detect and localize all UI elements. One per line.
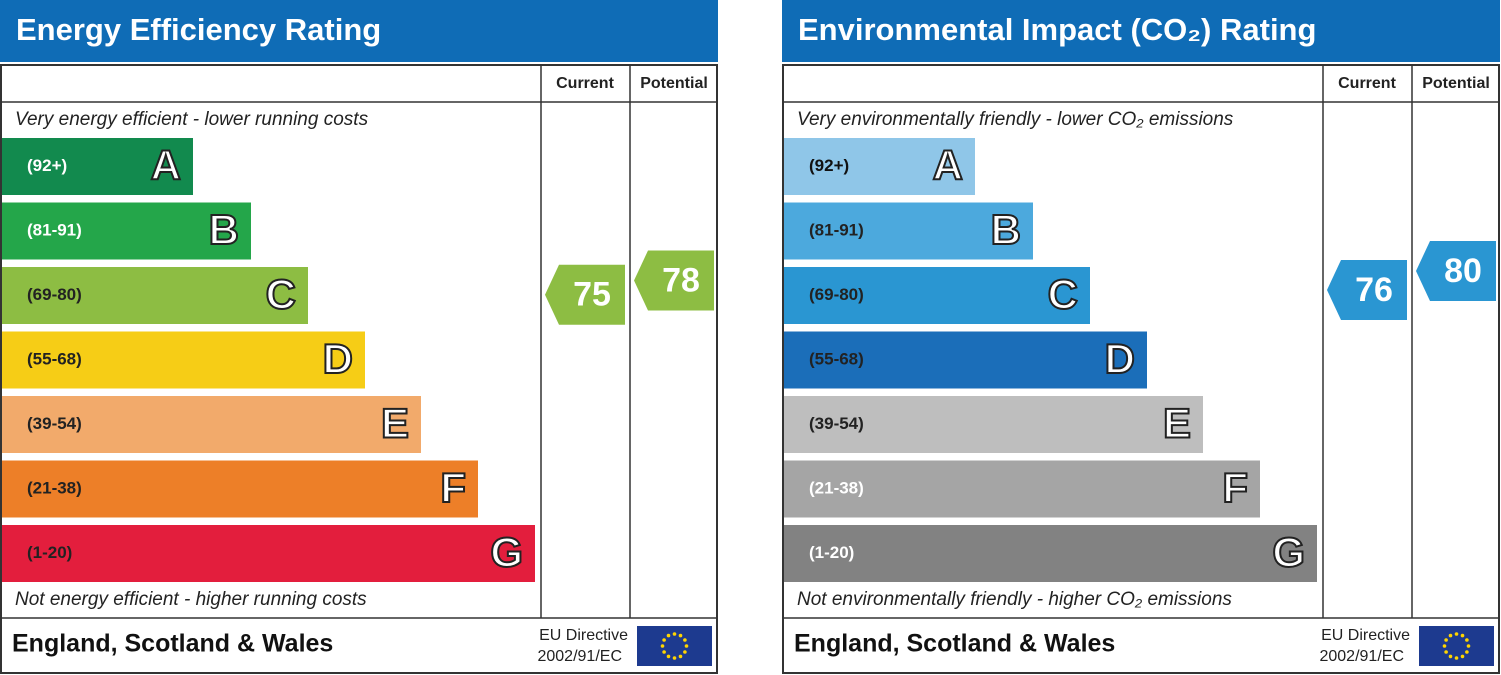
eu-star	[683, 650, 687, 654]
rating-value: 78	[662, 261, 700, 299]
rating-band	[2, 202, 251, 260]
footer-region: England, Scotland & Wales	[12, 630, 333, 658]
band-range: (1-20)	[809, 543, 854, 562]
eu-star	[678, 654, 683, 659]
band-range: (55-68)	[809, 349, 864, 368]
eu-star	[1460, 633, 1465, 638]
panel-title: Environmental Impact (CO₂) Rating	[798, 12, 1316, 47]
rating-value: 80	[1444, 252, 1482, 290]
band-range: (55-68)	[27, 349, 82, 368]
epc-panel: Environmental Impact (CO₂) Rating Current…	[782, 0, 1500, 674]
eu-star	[1466, 644, 1471, 648]
rating-band	[784, 138, 975, 195]
band-letter: F	[1222, 464, 1248, 511]
rating-arrow	[1416, 241, 1496, 301]
eu-flag	[637, 626, 712, 666]
band-letter: D	[1105, 335, 1135, 382]
band-range: (81-91)	[27, 220, 82, 239]
eu-star	[672, 656, 677, 660]
band-letter: E	[381, 400, 409, 447]
eu-star	[1460, 654, 1465, 659]
column-header: Potential	[1422, 75, 1490, 92]
rating-band	[2, 525, 535, 582]
directive-line: EU Directive	[1321, 627, 1410, 644]
band-range: (39-54)	[809, 414, 864, 433]
footer-region: England, Scotland & Wales	[794, 630, 1115, 658]
eu-star	[672, 632, 677, 636]
rating-band	[784, 267, 1090, 324]
eu-star	[684, 644, 689, 648]
directive-line: EU Directive	[539, 627, 628, 644]
band-range: (1-20)	[27, 543, 72, 562]
eu-star	[666, 633, 671, 638]
rating-arrow	[545, 264, 625, 325]
band-letter: B	[209, 206, 239, 253]
band-range: (69-80)	[27, 285, 82, 304]
eu-star	[662, 638, 666, 642]
column-header: Current	[556, 75, 614, 92]
band-range: (21-38)	[27, 478, 82, 497]
band-letter: G	[1272, 529, 1305, 576]
rating-band	[784, 396, 1203, 453]
rating-band	[784, 460, 1260, 518]
top-caption: Very environmentally friendly - lower CO…	[797, 109, 1234, 130]
eu-star	[1465, 650, 1469, 654]
eu-star	[660, 644, 665, 648]
rating-band	[784, 331, 1147, 389]
eu-star	[1444, 638, 1448, 642]
rating-band	[784, 202, 1033, 260]
eu-star	[1454, 632, 1459, 636]
band-range: (39-54)	[27, 414, 82, 433]
band-letter: E	[1163, 400, 1191, 447]
panel-title: Energy Efficiency Rating	[16, 12, 381, 47]
title-bar	[782, 0, 1500, 62]
rating-value: 76	[1355, 271, 1393, 309]
epc-panel: Energy Efficiency Rating Current Potential…	[0, 0, 718, 674]
directive-line: 2002/91/EC	[1319, 648, 1404, 665]
title-bar	[0, 0, 718, 62]
eu-star	[1448, 633, 1453, 638]
band-range: (21-38)	[809, 478, 864, 497]
eu-flag	[1419, 626, 1494, 666]
rating-value: 75	[573, 276, 611, 314]
eu-star	[678, 633, 683, 638]
directive-line: 2002/91/EC	[537, 648, 622, 665]
band-letter: G	[490, 529, 523, 576]
eu-star	[1454, 656, 1459, 660]
band-letter: D	[323, 335, 353, 382]
rating-band	[2, 396, 421, 453]
rating-arrow	[1327, 260, 1407, 320]
band-range: (92+)	[27, 156, 67, 175]
eu-star	[1442, 644, 1447, 648]
rating-band	[2, 267, 308, 324]
eu-star	[1444, 650, 1448, 654]
band-letter: C	[1048, 271, 1078, 318]
band-letter: F	[440, 464, 466, 511]
rating-arrow	[634, 250, 714, 311]
band-letter: A	[933, 142, 963, 189]
eu-star	[1465, 638, 1469, 642]
eu-star	[666, 654, 671, 659]
bottom-caption: Not environmentally friendly - higher CO…	[797, 589, 1232, 610]
band-letter: B	[991, 206, 1021, 253]
column-header: Current	[1338, 75, 1396, 92]
column-header: Potential	[640, 75, 708, 92]
rating-band	[2, 460, 478, 518]
top-caption: Very energy efficient - lower running co…	[15, 109, 369, 130]
bottom-caption: Not energy efficient - higher running co…	[15, 589, 367, 610]
band-letter: A	[151, 142, 181, 189]
rating-band	[784, 525, 1317, 582]
rating-band	[2, 331, 365, 389]
eu-star	[1448, 654, 1453, 659]
eu-star	[683, 638, 687, 642]
band-letter: C	[266, 271, 296, 318]
band-range: (92+)	[809, 156, 849, 175]
band-range: (81-91)	[809, 220, 864, 239]
band-range: (69-80)	[809, 285, 864, 304]
rating-band	[2, 138, 193, 195]
eu-star	[662, 650, 666, 654]
